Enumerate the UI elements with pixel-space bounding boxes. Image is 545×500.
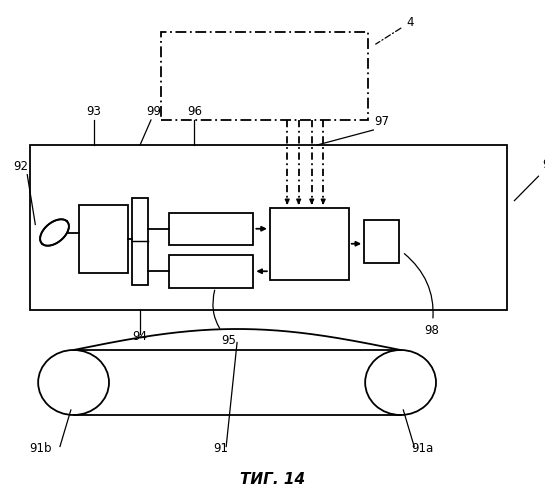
Text: ΤИГ. 14: ΤИГ. 14 — [240, 472, 305, 488]
Text: 91: 91 — [213, 442, 228, 456]
Bar — [161, 32, 368, 120]
Text: 4: 4 — [376, 16, 414, 44]
Bar — [30, 145, 507, 310]
Text: 98: 98 — [404, 254, 439, 336]
Bar — [79, 205, 128, 272]
Text: 95: 95 — [213, 290, 237, 346]
Text: 91b: 91b — [29, 442, 52, 456]
Text: 99: 99 — [146, 105, 161, 118]
Text: 94: 94 — [132, 330, 148, 343]
Text: 97: 97 — [374, 115, 389, 128]
Bar — [132, 198, 148, 285]
Text: 90: 90 — [514, 158, 545, 201]
Bar — [169, 212, 253, 245]
Text: 92: 92 — [14, 160, 29, 172]
Bar — [364, 220, 399, 262]
Bar — [270, 208, 349, 280]
Bar — [169, 255, 253, 288]
Text: 93: 93 — [86, 105, 101, 118]
Text: 96: 96 — [187, 105, 202, 118]
Text: 91a: 91a — [411, 442, 433, 456]
